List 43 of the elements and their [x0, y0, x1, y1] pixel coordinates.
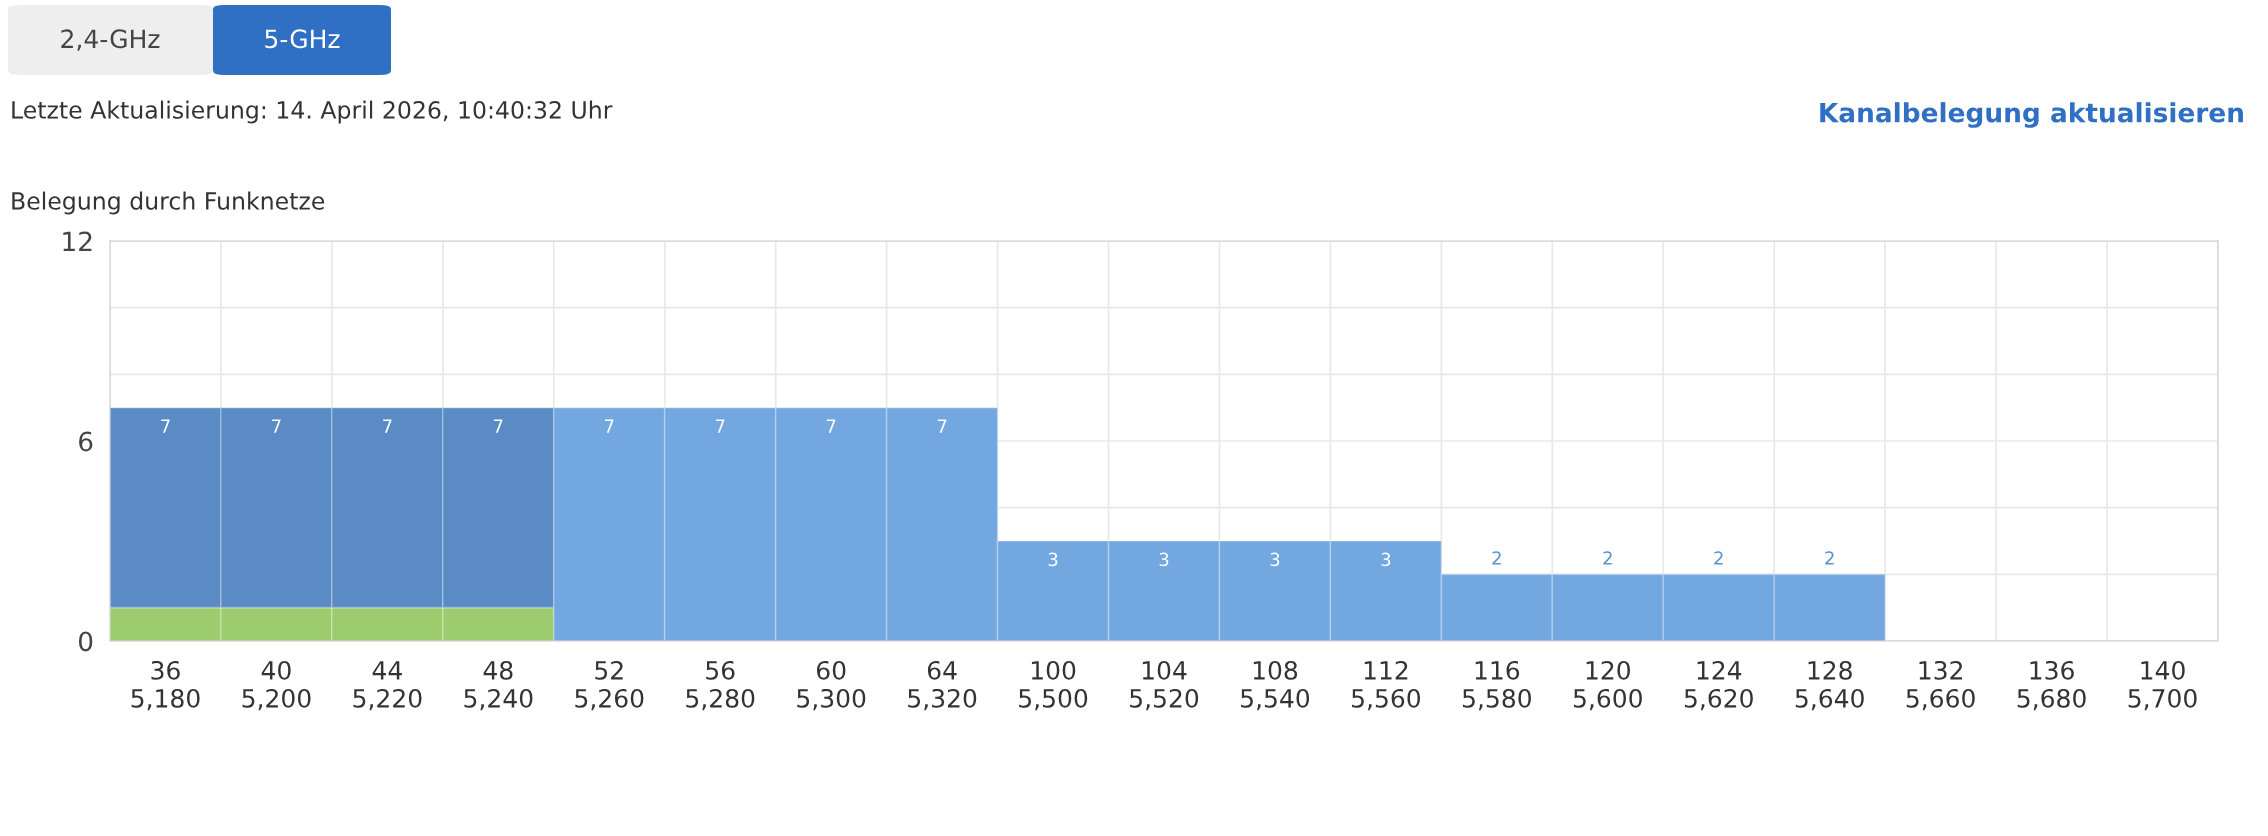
x-tick-label: 124 5,620 [1684, 660, 1753, 711]
x-tick-label: 128 5,640 [1795, 660, 1864, 711]
x-tick-label: 48 5,240 [464, 660, 533, 711]
total-label: 2 [1714, 551, 1723, 565]
x-tick-label: 132 5,660 [1906, 660, 1975, 711]
text: 5-GHz [265, 29, 340, 49]
x-tick-label: 36 5,180 [131, 660, 200, 711]
chart-title: Belegung durch Funknetze [12, 191, 325, 215]
total-label: 2 [1492, 551, 1501, 565]
x-tick-label: 44 5,220 [353, 661, 422, 711]
x-tick-label: 40 5,200 [242, 660, 311, 711]
text: Kanalbelegung aktualisieren [1820, 102, 2243, 128]
text: Letzte Aktualisierung: 14. April 2026, 10:40:32 Uhr [12, 100, 613, 124]
x-tick-label: 56 5,280 [686, 660, 755, 711]
total-label: 2 [1603, 551, 1612, 565]
y-tick-label: 12 [63, 231, 92, 252]
x-tick-label: 108 5,540 [1241, 660, 1310, 711]
total-label: 7 [715, 419, 725, 433]
total-label: 7 [826, 419, 836, 433]
x-tick-label: 120 5,600 [1573, 660, 1642, 711]
total-label: 2 [1825, 551, 1834, 565]
text: 2,4-GHz [61, 29, 160, 51]
total-label: 3 [1159, 552, 1169, 567]
total-label: 7 [272, 419, 281, 433]
y-tick-label: 6 [79, 431, 93, 452]
total-label: 7 [161, 419, 170, 433]
x-tick-label: 112 5,560 [1352, 660, 1421, 711]
total-label: 3 [1270, 552, 1280, 567]
total-label: 3 [1381, 552, 1391, 567]
x-tick-label: 104 5,520 [1130, 660, 1199, 711]
x-tick-label: 116 5,580 [1462, 660, 1531, 711]
x-tick-label: 64 5,320 [908, 660, 977, 711]
x-tick-label: 136 5,680 [2017, 660, 2086, 711]
total-label: 7 [494, 419, 503, 433]
total-label: 7 [605, 419, 614, 433]
total-label: 7 [383, 419, 392, 433]
x-tick-label: 100 5,500 [1019, 660, 1088, 711]
y-tick-label: 0 [78, 631, 93, 652]
x-tick-label: 140 5,700 [2128, 660, 2197, 711]
x-tick-label: 60 5,300 [797, 660, 866, 711]
total-label: 3 [1048, 552, 1058, 567]
total-label: 7 [937, 419, 947, 433]
x-tick-label: 52 5,260 [575, 660, 644, 711]
